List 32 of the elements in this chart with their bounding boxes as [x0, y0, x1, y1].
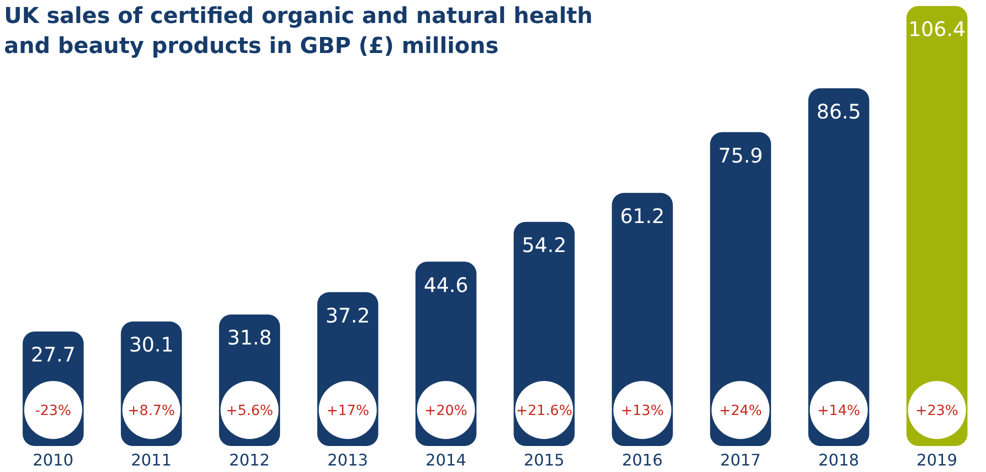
x-tick-label: 2011 — [130, 450, 172, 470]
x-tick-label: 2016 — [622, 450, 663, 470]
annotation: +24% — [719, 403, 762, 419]
x-tick-label: 2018 — [818, 450, 860, 470]
annotation: +8.7% — [128, 403, 176, 419]
data-label: 31.8 — [227, 326, 272, 350]
text: UK sales of certified organic and natural health and beauty products in GBP (£) millions — [4, 3, 594, 61]
x-tick-label: 2017 — [720, 450, 761, 470]
data-label: 37.2 — [325, 303, 370, 328]
annotation: +14% — [817, 403, 860, 419]
annotation: +5.6% — [226, 403, 274, 419]
x-tick-label: 2014 — [426, 450, 466, 470]
data-label: 30.1 — [129, 332, 174, 357]
annotation: +23% — [916, 403, 958, 419]
x-tick-label: 2010 — [32, 450, 74, 470]
data-label: 86.5 — [816, 99, 862, 124]
data-label: 75.9 — [718, 143, 763, 168]
annotation: +21.6% — [516, 403, 572, 419]
data-label: 27.7 — [30, 342, 76, 367]
data-label: 106.4 — [908, 17, 966, 42]
annotation: -23% — [35, 403, 72, 419]
x-tick-label: 2015 — [524, 450, 564, 470]
x-tick-label: 2019 — [916, 450, 958, 470]
data-label: 54.2 — [522, 233, 566, 258]
data-label: 61.2 — [620, 204, 665, 228]
x-tick-label: 2013 — [327, 450, 368, 470]
annotation: +13% — [620, 403, 664, 419]
annotation: +20% — [424, 403, 468, 419]
data-label: 44.6 — [424, 272, 468, 297]
x-tick-label: 2012 — [229, 450, 270, 470]
annotation: +17% — [326, 403, 370, 419]
bar — [906, 6, 968, 446]
